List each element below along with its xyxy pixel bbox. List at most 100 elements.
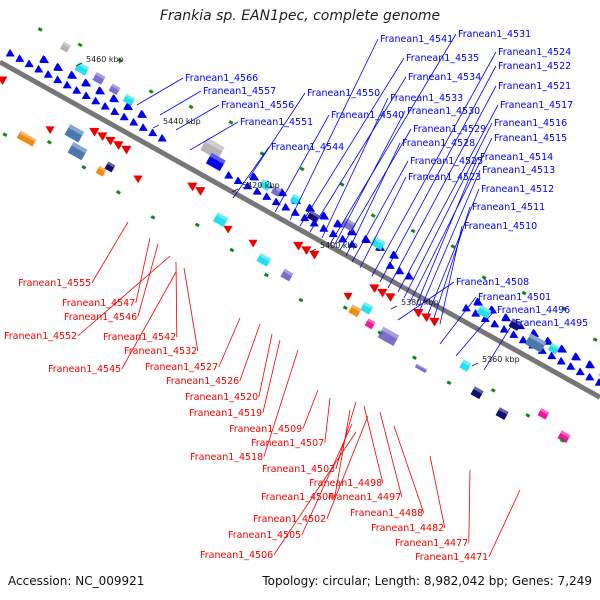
tick-dash: [115, 190, 121, 195]
connector-line-reverse: [239, 323, 261, 382]
reverse-gene-arrow: [413, 308, 424, 318]
reverse-gene-arrow: [105, 136, 116, 146]
tick-dash: [188, 104, 194, 110]
gene-label-reverse: Franean1_4555: [18, 278, 91, 289]
gene-label-reverse: Franean1_4477: [395, 538, 468, 549]
connector-line-forward: [289, 38, 379, 221]
tick-dash: [2, 132, 8, 137]
gene-label-reverse: Franean1_4509: [229, 424, 302, 435]
gene-label-forward: Franean1_4501: [478, 292, 551, 303]
gene-label-reverse: Franean1_4526: [166, 376, 239, 387]
forward-gene-arrow: [249, 172, 260, 181]
kbp-label: 5360 kbp: [482, 355, 520, 364]
tick-dash: [298, 297, 304, 303]
kbp-tick-mark: [390, 305, 398, 310]
label-connectors: [77, 33, 521, 558]
tick-dash: [194, 222, 200, 228]
connector-line-reverse: [263, 349, 299, 458]
forward-gene-arrow: [499, 325, 509, 333]
forward-gene-arrow: [95, 86, 106, 95]
tick-dash: [46, 139, 52, 145]
forward-gene-arrow: [385, 261, 395, 269]
forward-gene-arrow: [281, 203, 291, 211]
gene-box: [95, 165, 107, 177]
connector-line-forward: [136, 77, 184, 106]
gene-box: [104, 161, 116, 173]
gene-box: [341, 218, 357, 232]
gene-box: [414, 363, 428, 373]
gene-box: [508, 318, 522, 332]
gene-box: [64, 124, 85, 143]
forward-gene-arrow: [389, 250, 400, 259]
forward-gene-arrow: [501, 313, 512, 322]
gene-label-reverse: Franean1_4505: [228, 530, 301, 541]
kbp-tick-mark: [75, 62, 83, 67]
gene-label-forward: Franean1_4534: [408, 72, 481, 83]
forward-gene-arrow: [328, 229, 338, 238]
gene-label-forward: Franean1_4496: [497, 305, 570, 316]
gene-label-reverse: Franean1_4520: [185, 392, 258, 403]
forward-gene-arrow: [129, 118, 139, 126]
connector-line-reverse: [301, 423, 353, 536]
kbp-ticks: 5460 kbp 5440 kbp 5420 kbp 5400 kbp 5380 kbp…: [75, 55, 520, 367]
connector-line-reverse: [468, 469, 471, 544]
connector-line-reverse: [218, 317, 241, 368]
connector-line-forward: [419, 169, 481, 311]
gene-label-forward: Franean1_4521: [498, 81, 571, 92]
gene-box: [377, 326, 400, 347]
tick-dash: [77, 42, 83, 48]
tick-dash: [339, 182, 345, 187]
connector-line-forward: [339, 128, 412, 251]
gene-label-forward: Franean1_4533: [390, 93, 463, 104]
gene-label-reverse: Franean1_4503: [262, 464, 335, 475]
forward-gene-arrow: [566, 362, 576, 370]
gene-label-reverse: Franean1_4519: [189, 408, 262, 419]
reverse-gene-arrow: [429, 317, 440, 327]
forward-gene-arrow: [243, 181, 253, 190]
gene-label-forward: Franean1_4508: [456, 277, 529, 288]
connector-line-forward: [329, 33, 457, 245]
gene-label-reverse: Franean1_4497: [328, 492, 401, 503]
connector-line-reverse: [262, 339, 281, 414]
connector-line-reverse: [429, 455, 446, 529]
gene-box: [205, 152, 226, 172]
connector-line-forward: [439, 296, 477, 345]
gene-label-forward: Franean1_4514: [480, 152, 553, 163]
connector-line-reverse: [135, 237, 151, 304]
gene-box: [60, 41, 71, 53]
connector-line-forward: [309, 76, 407, 233]
connector-line-forward: [387, 85, 497, 289]
gene-label-forward: Franean1_4511: [472, 202, 545, 213]
gene-label-reverse: Franean1_4502: [253, 514, 326, 525]
genome-stats-text: Topology: circular; Length: 8,982,042 bp…: [262, 574, 592, 588]
tick-dash: [559, 438, 565, 443]
connector-line-reverse: [273, 431, 357, 556]
tick-dash: [446, 380, 452, 386]
gene-box: [108, 83, 121, 96]
gene-label-forward: Franean1_4531: [458, 29, 531, 40]
forward-gene-arrow: [480, 314, 490, 323]
genome-axis: [0, 59, 600, 400]
tick-dash: [299, 166, 305, 172]
gene-box: [200, 137, 225, 160]
forward-gene-arrow: [556, 357, 566, 365]
gene-label-forward: Franean1_4523: [408, 172, 481, 183]
forward-gene-arrow: [333, 219, 344, 228]
forward-gene-arrow: [67, 70, 78, 79]
forward-gene-arrow: [81, 78, 92, 87]
forward-gene-arrow: [109, 94, 120, 103]
forward-gene-arrow: [518, 335, 528, 344]
forward-gene-arrow: [585, 373, 595, 381]
reverse-gene-arrow: [97, 132, 108, 141]
gene-label-reverse: Franean1_4498: [309, 478, 382, 489]
gene-box: [256, 252, 272, 267]
reverse-gene-arrow: [309, 250, 320, 260]
forward-gene-arrow: [471, 309, 481, 317]
forward-gene-arrow: [547, 351, 557, 360]
connector-line-forward: [379, 65, 497, 283]
gene-label-forward: Franean1_4544: [271, 142, 344, 153]
connector-line-forward: [483, 322, 514, 371]
forward-gene-arrow: [62, 81, 72, 89]
forward-gene-arrow: [123, 102, 134, 111]
forward-gene-arrow: [81, 91, 91, 100]
